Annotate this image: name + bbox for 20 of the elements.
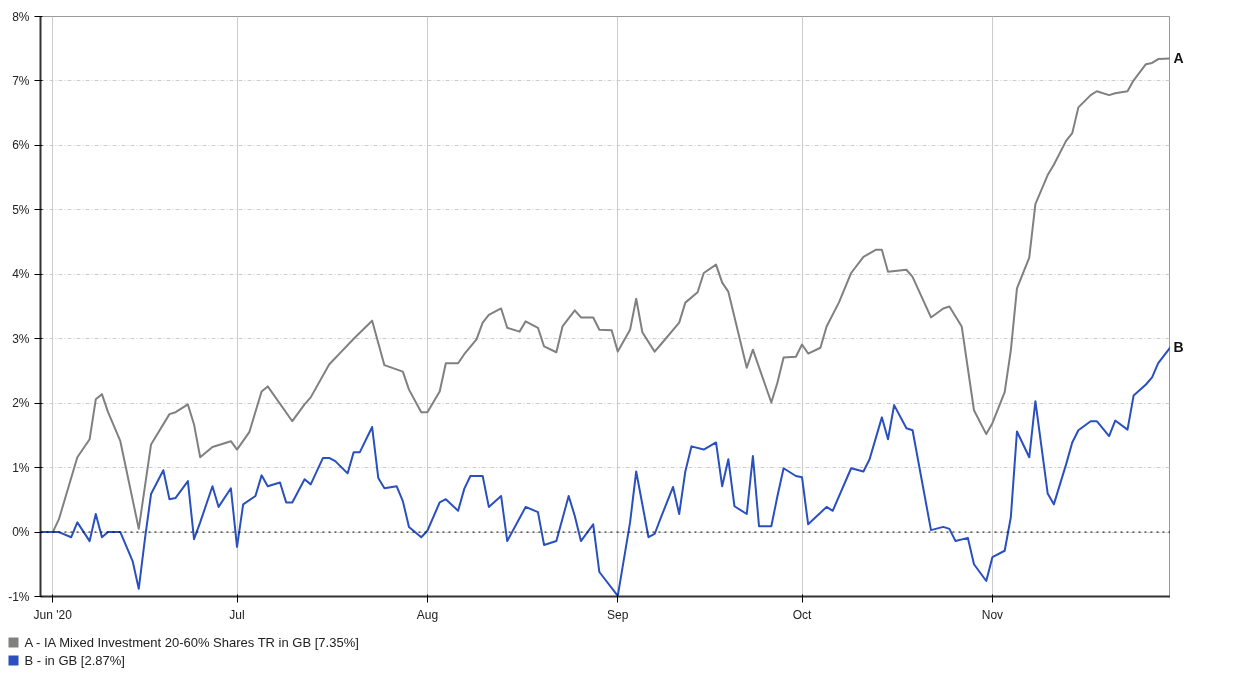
annotation: A [1173,50,1184,67]
x-tick-label: Sep [607,607,629,622]
y-tick-label: 0% [12,525,30,540]
x-tick-label: Oct [792,607,813,622]
y-tick-label: 3% [12,331,30,346]
legend-label: B - in GB [2.87%] [24,653,125,668]
y-tick-label: 1% [12,460,30,475]
annotation: B [1173,339,1184,356]
y-tick-label: -1% [8,589,30,604]
x-tick-label: Jul [229,607,245,622]
x-tick-label: Aug [416,607,439,622]
y-tick-label: 2% [12,396,30,411]
y-tick-label: 4% [12,267,30,282]
x-tick-label: Jun '20 [33,607,73,622]
y-tick-label: 5% [12,202,30,217]
y-tick-label: 7% [12,73,30,88]
legend-label: A - IA Mixed Investment 20-60% Shares TR in GB [7.35%] [24,635,359,650]
y-tick-label: 6% [12,138,30,153]
x-tick-label: Nov [981,607,1004,622]
y-tick-label: 8% [12,9,30,24]
